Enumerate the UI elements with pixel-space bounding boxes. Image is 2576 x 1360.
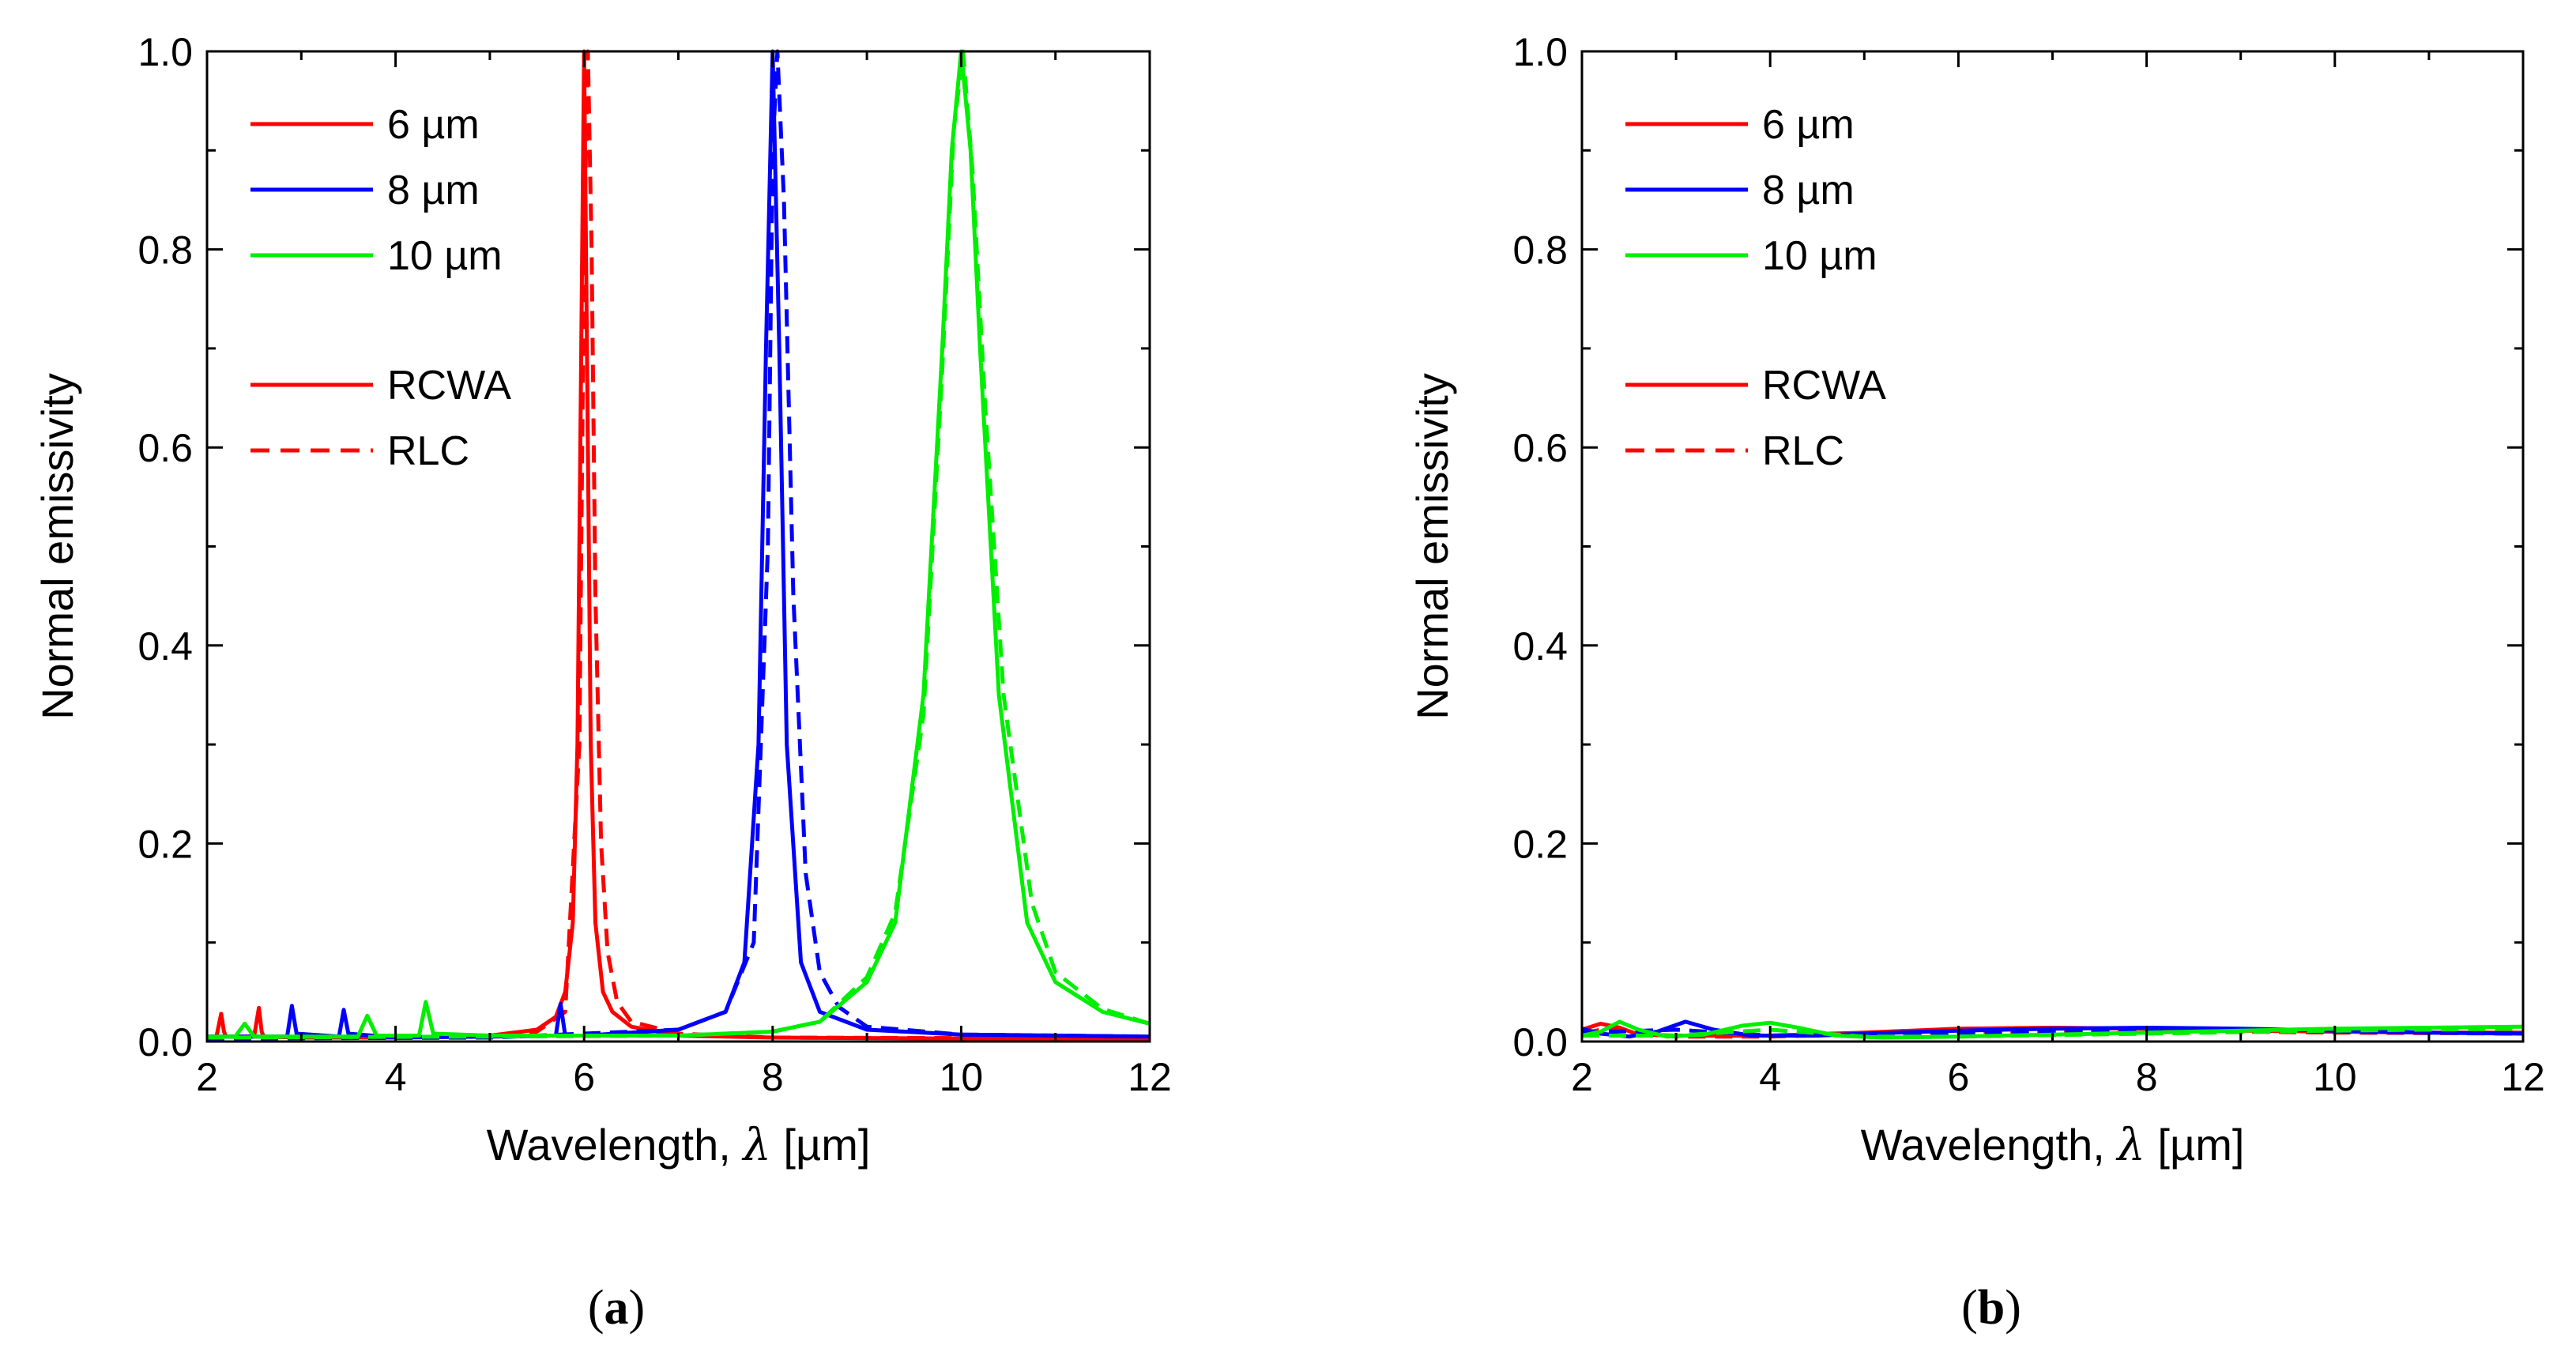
y-tick-label: 0.2 bbox=[137, 822, 193, 866]
y-tick-label: 0.8 bbox=[137, 228, 193, 273]
x-tick-label: 4 bbox=[1759, 1055, 1781, 1099]
x-tick-label: 6 bbox=[573, 1055, 595, 1099]
series-line-8m-rcwa bbox=[207, 49, 1150, 1040]
legend-label: RLC bbox=[387, 428, 469, 474]
y-tick-label: 0.4 bbox=[1512, 624, 1568, 669]
y-axis-title: Normal emissivity bbox=[32, 373, 82, 720]
series-line-10m-rcwa bbox=[207, 49, 1150, 1039]
series-line-6m-rlc bbox=[207, 49, 1150, 1041]
panel-label: (a) bbox=[588, 1281, 645, 1335]
legend-label: 10 µm bbox=[387, 233, 503, 279]
x-tick-label: 2 bbox=[1571, 1055, 1593, 1099]
y-tick-label: 0.8 bbox=[1512, 228, 1568, 273]
legend-label: RLC bbox=[1762, 428, 1844, 474]
x-tick-label: 4 bbox=[385, 1055, 407, 1099]
y-tick-label: 0.0 bbox=[137, 1020, 193, 1064]
plot-frame bbox=[1580, 50, 2525, 1043]
legend: 6 µm 8 µm 10 µm RCWA RLC bbox=[250, 102, 511, 474]
panel-label: (b) bbox=[1961, 1281, 2021, 1335]
plot-frame bbox=[205, 50, 1151, 1043]
series-line-10m-rlc bbox=[207, 49, 1150, 1040]
series-line-10m-rlc bbox=[1582, 1027, 2523, 1039]
x-tick-label: 6 bbox=[1947, 1055, 1969, 1099]
x-tick-label: 8 bbox=[762, 1055, 784, 1099]
y-tick-label: 0.2 bbox=[1512, 822, 1568, 866]
x-tick-label: 10 bbox=[940, 1055, 984, 1099]
series-group bbox=[207, 49, 1150, 1041]
y-tick-label: 0.6 bbox=[137, 426, 193, 470]
legend-label: RCWA bbox=[387, 363, 511, 409]
chart-panel-b: 2 4 6 8 10 12 0.0 0.2 0.4 0.6 0.8 1.0 Wavelength, λ … bbox=[1407, 30, 2545, 1335]
y-tick-label: 1.0 bbox=[1512, 30, 1568, 74]
x-tick-label: 12 bbox=[2501, 1055, 2545, 1099]
legend-label: 8 µm bbox=[387, 168, 480, 213]
series-line-6m-rcwa bbox=[207, 49, 1150, 1041]
y-tick-label: 0.0 bbox=[1512, 1020, 1568, 1064]
x-axis-title: Wavelength, λ [µm] bbox=[487, 1120, 871, 1171]
x-tick-label: 8 bbox=[2136, 1055, 2158, 1099]
y-tick-label: 0.4 bbox=[137, 624, 193, 669]
legend-label: RCWA bbox=[1762, 363, 1886, 409]
x-axis-title: Wavelength, λ [µm] bbox=[1861, 1120, 2245, 1171]
x-tick-label: 2 bbox=[196, 1055, 218, 1099]
y-axis-title: Normal emissivity bbox=[1407, 373, 1457, 720]
x-tick-label: 12 bbox=[1128, 1055, 1172, 1099]
legend: 6 µm 8 µm 10 µm RCWA RLC bbox=[1625, 102, 1886, 474]
series-line-8m-rlc bbox=[207, 49, 1150, 1041]
x-tick-label: 10 bbox=[2313, 1055, 2357, 1099]
legend-label: 10 µm bbox=[1762, 233, 1877, 279]
chart-panel-a: 2 4 6 8 10 12 0.0 0.2 0.4 0.6 0.8 1.0 Wavelength, λ … bbox=[32, 30, 1172, 1335]
legend-label: 6 µm bbox=[387, 102, 480, 148]
y-tick-label: 1.0 bbox=[137, 30, 193, 74]
legend-label: 8 µm bbox=[1762, 168, 1855, 213]
legend-label: 6 µm bbox=[1762, 102, 1855, 148]
y-tick-label: 0.6 bbox=[1512, 426, 1568, 470]
